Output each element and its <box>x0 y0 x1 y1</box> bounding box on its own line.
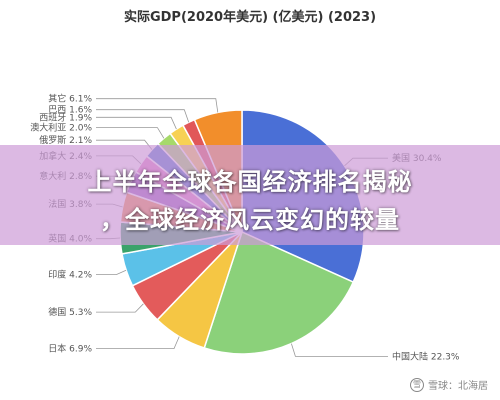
pie-slice <box>203 230 355 355</box>
headline-line-1: 上半年全球各国经济排名揭秘 <box>87 168 413 196</box>
slice-label: 巴西 1.6% <box>48 105 92 116</box>
slice-label: 澳大利亚 2.0% <box>30 122 92 134</box>
watermark-text: 雪球：北海居 <box>428 381 488 392</box>
leader-line <box>96 127 165 139</box>
watermark: 雪 雪球：北海居 <box>410 377 488 392</box>
leader-line <box>96 303 144 313</box>
chart-title: 实际GDP(2020年美元) (亿美元) (2023) <box>123 10 377 25</box>
headline-overlay-band <box>0 145 500 245</box>
leader-line <box>96 269 127 275</box>
slice-label: 日本 6.9% <box>48 343 92 355</box>
leader-line <box>96 116 177 130</box>
slice-label: 俄罗斯 2.1% <box>39 134 92 146</box>
leader-line <box>96 336 180 350</box>
slice-label: 西班牙 1.9% <box>39 111 92 123</box>
headline-line-2: ，全球经济风云变幻的较量 <box>100 206 400 234</box>
leader-line <box>96 98 219 113</box>
leader-line <box>96 109 190 123</box>
slice-label: 印度 4.2% <box>48 269 92 281</box>
slice-label: 德国 5.3% <box>48 306 92 318</box>
snowball-logo-icon: 雪 <box>410 377 424 392</box>
slice-label: 其它 6.1% <box>48 93 92 105</box>
slice-label: 中国大陆 22.3% <box>392 350 460 362</box>
leader-line <box>291 343 388 357</box>
